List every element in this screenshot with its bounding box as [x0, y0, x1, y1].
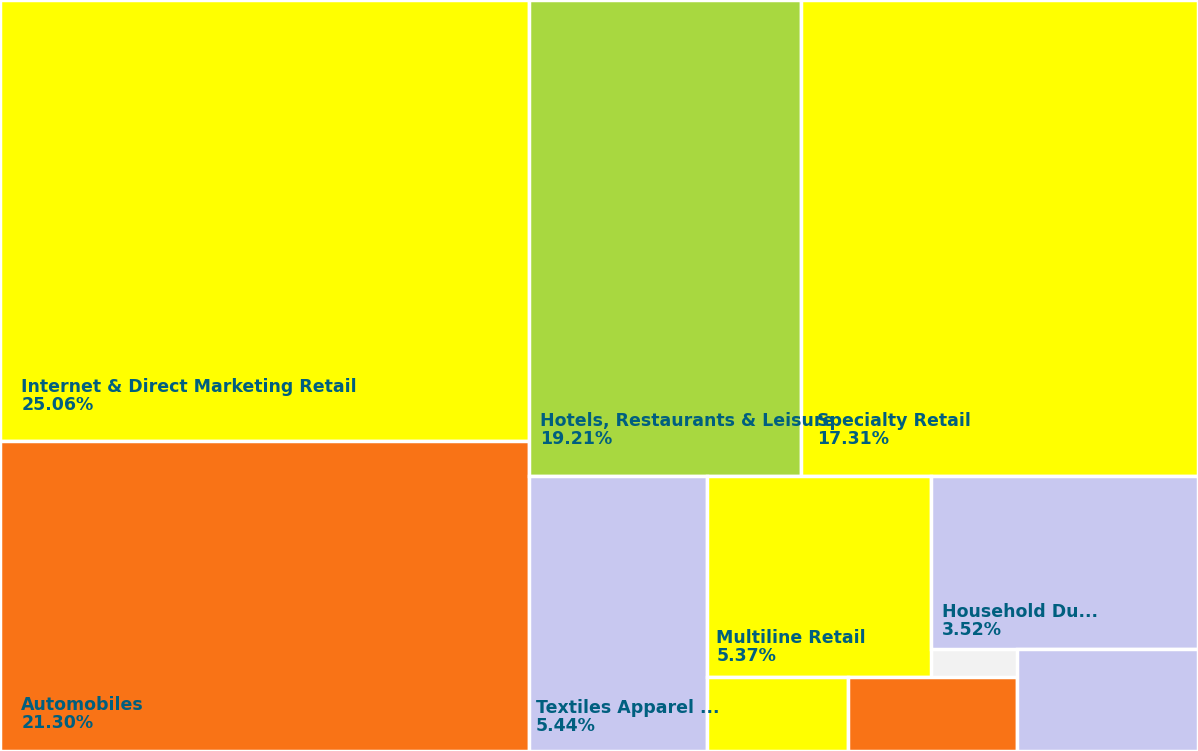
Bar — [530, 476, 707, 751]
Text: 17.31%: 17.31% — [817, 430, 889, 448]
Text: 5.37%: 5.37% — [716, 647, 776, 665]
Text: 3.52%: 3.52% — [942, 620, 1002, 638]
Text: 25.06%: 25.06% — [22, 397, 93, 415]
Bar — [848, 677, 1017, 751]
Text: Specialty Retail: Specialty Retail — [817, 412, 972, 430]
Bar — [1017, 649, 1198, 751]
Bar — [530, 0, 801, 476]
Text: Internet & Direct Marketing Retail: Internet & Direct Marketing Retail — [22, 379, 357, 397]
Text: 21.30%: 21.30% — [22, 714, 93, 732]
Text: 5.44%: 5.44% — [536, 716, 595, 734]
Text: Hotels, Restaurants & Leisure: Hotels, Restaurants & Leisure — [540, 412, 834, 430]
Bar — [707, 677, 848, 751]
Bar — [0, 0, 530, 441]
Bar — [707, 476, 932, 677]
Bar — [0, 441, 530, 751]
Text: Household Du...: Household Du... — [942, 602, 1099, 620]
Bar — [801, 0, 1198, 476]
Text: Textiles Apparel ...: Textiles Apparel ... — [536, 698, 720, 716]
Bar — [932, 476, 1198, 649]
Text: Automobiles: Automobiles — [22, 696, 144, 714]
Text: 19.21%: 19.21% — [540, 430, 612, 448]
Text: Multiline Retail: Multiline Retail — [716, 629, 866, 647]
